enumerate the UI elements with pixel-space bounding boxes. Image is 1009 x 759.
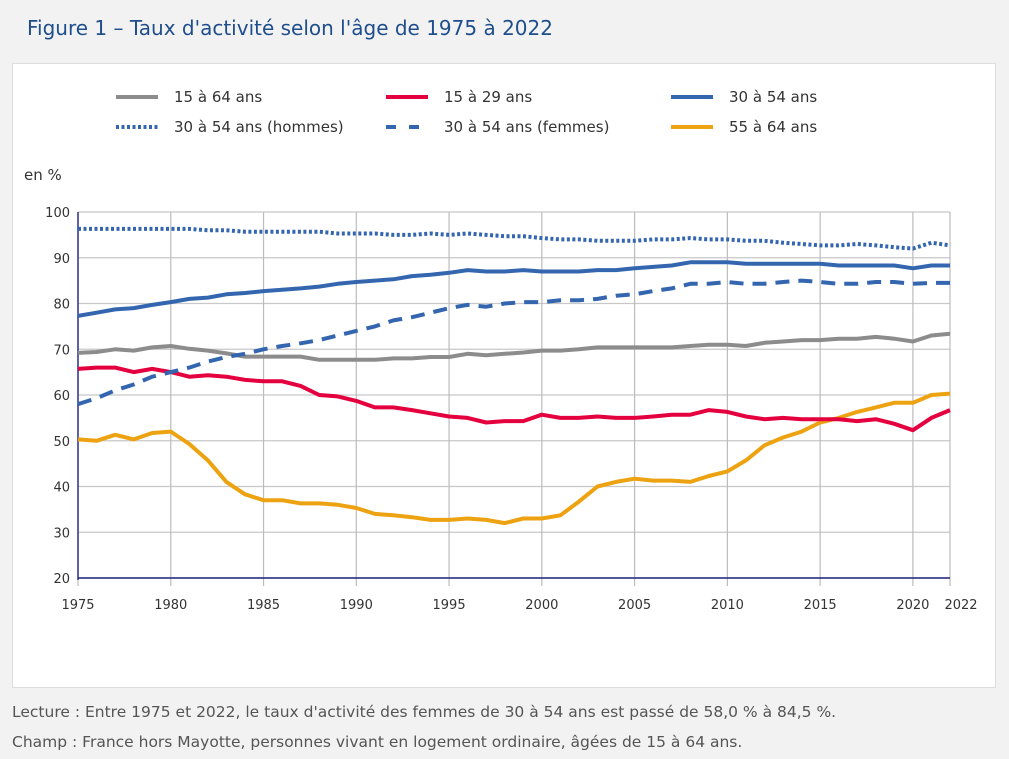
series-line-3 xyxy=(77,260,950,318)
grid xyxy=(77,211,951,586)
y-axis-unit-label: en % xyxy=(24,166,62,184)
x-tick-label: 1995 xyxy=(433,598,466,613)
line-chart: 15 à 64 ans 15 à 29 ans 30 à 54 ans 30 à 54… xyxy=(24,88,978,613)
reading-note: Lecture : Entre 1975 et 2022, le taux d'… xyxy=(12,703,837,721)
series-line-4 xyxy=(78,226,951,251)
x-axis-ticks: 1975 1980 1985 1990 1995 2000 2005 2010 2015 2020… xyxy=(61,598,977,613)
x-tick-label: 2020 xyxy=(896,598,929,613)
y-tick-label: 30 xyxy=(53,526,70,541)
axes xyxy=(77,212,950,580)
series-line-5 xyxy=(77,278,950,407)
y-tick-label: 40 xyxy=(53,481,70,496)
series-line-1 xyxy=(77,331,951,362)
x-tick-label: 2005 xyxy=(618,598,651,613)
y-tick-label: 20 xyxy=(53,572,70,587)
y-tick-label: 70 xyxy=(53,343,70,358)
series-line-2 xyxy=(77,365,951,433)
y-tick-label: 90 xyxy=(53,252,70,267)
y-tick-label: 100 xyxy=(45,206,70,221)
x-tick-label: 1980 xyxy=(154,598,187,613)
x-tick-label: 2015 xyxy=(804,598,837,613)
y-tick-label: 50 xyxy=(53,435,70,450)
legend-label: 15 à 64 ans xyxy=(174,88,262,106)
x-tick-label: 1990 xyxy=(340,598,373,613)
legend-label: 30 à 54 ans (femmes) xyxy=(444,118,609,136)
x-tick-label: 1985 xyxy=(247,598,280,613)
x-tick-label: 2000 xyxy=(525,598,558,613)
y-tick-label: 60 xyxy=(53,389,70,404)
y-axis-ticks: 20 30 40 50 60 70 80 90 100 xyxy=(45,206,70,587)
x-tick-label: 1975 xyxy=(61,598,94,613)
x-tick-label: 2010 xyxy=(711,598,744,613)
legend-label: 30 à 54 ans xyxy=(729,88,817,106)
x-tick-label: 2022 xyxy=(944,598,977,613)
legend-label: 55 à 64 ans xyxy=(729,118,817,136)
y-tick-label: 80 xyxy=(53,298,70,313)
legend-label: 15 à 29 ans xyxy=(444,88,532,106)
legend-label: 30 à 54 ans (hommes) xyxy=(174,118,344,136)
series-line-6 xyxy=(77,391,951,526)
series-lines xyxy=(77,226,951,526)
figure-title: Figure 1 – Taux d'activité selon l'âge d… xyxy=(27,16,553,40)
legend: 15 à 64 ans 15 à 29 ans 30 à 54 ans 30 à 54… xyxy=(116,88,817,136)
chart-panel: 15 à 64 ans 15 à 29 ans 30 à 54 ans 30 à 54… xyxy=(12,63,996,688)
scope-note: Champ : France hors Mayotte, personnes v… xyxy=(12,733,743,751)
